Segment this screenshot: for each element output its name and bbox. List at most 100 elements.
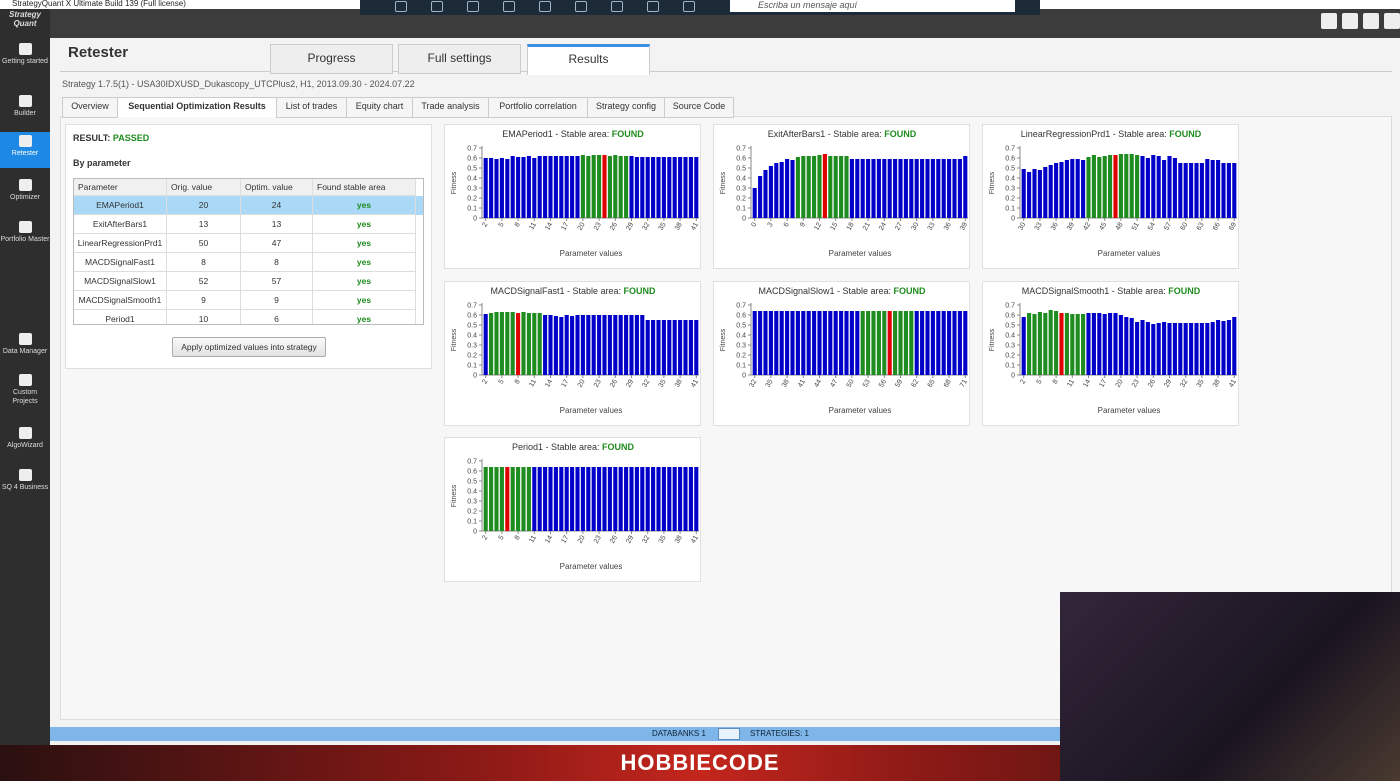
y-axis-label: Fitness bbox=[451, 328, 458, 351]
table-cell[interactable]: 9 bbox=[167, 291, 241, 310]
table-cell[interactable]: yes bbox=[313, 234, 416, 253]
x-tick-label: 38 bbox=[674, 534, 684, 544]
sidebar-label: SQ 4 Business bbox=[1, 484, 49, 491]
toolbar-icon[interactable] bbox=[503, 1, 515, 12]
toolbar-icon[interactable] bbox=[395, 1, 407, 12]
table-cell[interactable]: 6 bbox=[241, 310, 313, 324]
table-cell[interactable]: yes bbox=[313, 291, 416, 310]
table-cell[interactable]: yes bbox=[313, 310, 416, 324]
table-cell[interactable]: yes bbox=[313, 253, 416, 272]
table-cell[interactable]: 8 bbox=[167, 253, 241, 272]
bar bbox=[640, 157, 645, 218]
selected-row bbox=[74, 196, 423, 215]
x-tick-label: 32 bbox=[748, 378, 758, 388]
toolbar-icon[interactable] bbox=[431, 1, 443, 12]
bar bbox=[1129, 318, 1134, 375]
table-cell[interactable]: yes bbox=[313, 196, 416, 215]
page-title: Retester bbox=[68, 44, 129, 61]
bar bbox=[548, 467, 553, 531]
sidebar-item[interactable]: Optimizer bbox=[0, 176, 50, 210]
bar bbox=[634, 315, 639, 375]
bar bbox=[656, 467, 661, 531]
bar bbox=[1075, 314, 1080, 375]
sidebar-icon bbox=[18, 469, 32, 481]
bar bbox=[634, 157, 639, 218]
bar bbox=[957, 311, 962, 375]
sidebar-item[interactable]: Custom Projects bbox=[0, 371, 50, 405]
message-input[interactable]: Escriba un mensaje aquí bbox=[730, 0, 1015, 12]
table-cell[interactable]: 50 bbox=[167, 234, 241, 253]
subtab[interactable]: Trade analysis bbox=[412, 97, 489, 118]
bar bbox=[1037, 312, 1042, 375]
bar bbox=[586, 315, 591, 375]
bar bbox=[607, 156, 612, 218]
table-cell[interactable]: 24 bbox=[241, 196, 313, 215]
toolbar-icon[interactable] bbox=[539, 1, 551, 12]
x-tick-label: 17 bbox=[560, 534, 570, 544]
subtab[interactable]: List of trades bbox=[276, 97, 347, 118]
toolbar-icon[interactable] bbox=[647, 1, 659, 12]
bar bbox=[957, 159, 962, 218]
bar bbox=[1118, 154, 1123, 218]
sidebar-item[interactable]: Getting started bbox=[0, 40, 50, 74]
bar bbox=[920, 311, 925, 375]
bar bbox=[489, 467, 494, 531]
bar bbox=[903, 311, 908, 375]
toolbar-icon[interactable] bbox=[575, 1, 587, 12]
window-icon[interactable] bbox=[1342, 13, 1358, 29]
apply-button[interactable]: Apply optimized values into strategy bbox=[172, 337, 326, 357]
table-cell[interactable]: Period1 bbox=[74, 310, 167, 324]
table-cell[interactable]: MACDSignalFast1 bbox=[74, 253, 167, 272]
table-cell[interactable]: 47 bbox=[241, 234, 313, 253]
table-cell[interactable]: 8 bbox=[241, 253, 313, 272]
table-cell[interactable]: 9 bbox=[241, 291, 313, 310]
table-cell[interactable]: 13 bbox=[241, 215, 313, 234]
toolbar-icon[interactable] bbox=[467, 1, 479, 12]
bar bbox=[1226, 163, 1231, 218]
sidebar-item[interactable]: Portfolio Master bbox=[0, 218, 50, 252]
sidebar-item[interactable]: Builder bbox=[0, 92, 50, 126]
table-cell[interactable]: EMAPeriod1 bbox=[74, 196, 167, 215]
window-icon[interactable] bbox=[1363, 13, 1379, 29]
bar bbox=[580, 315, 585, 375]
window-icon[interactable] bbox=[1384, 13, 1400, 29]
subtab[interactable]: Strategy config bbox=[587, 97, 665, 118]
sidebar-item[interactable]: Retester bbox=[0, 132, 50, 168]
toggle[interactable] bbox=[718, 728, 740, 740]
table-cell[interactable]: 13 bbox=[167, 215, 241, 234]
bar bbox=[629, 156, 634, 218]
table-cell[interactable]: yes bbox=[313, 215, 416, 234]
subtab[interactable]: Source Code bbox=[664, 97, 734, 118]
table-cell[interactable]: ExitAfterBars1 bbox=[74, 215, 167, 234]
sidebar-item[interactable]: Data Manager bbox=[0, 330, 50, 364]
y-tick-label: 0.7 bbox=[467, 459, 477, 466]
table-cell[interactable]: MACDSignalSmooth1 bbox=[74, 291, 167, 310]
sidebar-item[interactable]: AlgoWizard bbox=[0, 424, 50, 458]
table-cell[interactable]: MACDSignalSlow1 bbox=[74, 272, 167, 291]
bar bbox=[898, 159, 903, 218]
table-cell[interactable]: 20 bbox=[167, 196, 241, 215]
chart-panel: MACDSignalSmooth1 - Stable area: FOUND 0 0… bbox=[982, 281, 1239, 426]
bar bbox=[1162, 322, 1167, 375]
table-cell[interactable]: 10 bbox=[167, 310, 241, 324]
table-cell[interactable]: 57 bbox=[241, 272, 313, 291]
bar bbox=[1081, 314, 1086, 375]
tab[interactable]: Full settings bbox=[398, 44, 521, 74]
tab[interactable]: Progress bbox=[270, 44, 393, 74]
x-tick-label: 69 bbox=[1228, 221, 1238, 231]
table-cell[interactable]: yes bbox=[313, 272, 416, 291]
x-tick-label: 8 bbox=[514, 221, 522, 228]
tab[interactable]: Results bbox=[527, 44, 650, 75]
table-cell[interactable]: 52 bbox=[167, 272, 241, 291]
subtab[interactable]: Equity chart bbox=[346, 97, 413, 118]
sidebar-item[interactable]: SQ 4 Business bbox=[0, 466, 50, 500]
toolbar-icon[interactable] bbox=[683, 1, 695, 12]
subtab[interactable]: Portfolio correlation bbox=[488, 97, 588, 118]
window-icon[interactable] bbox=[1321, 13, 1337, 29]
toolbar-icon[interactable] bbox=[611, 1, 623, 12]
subtab[interactable]: Overview bbox=[62, 97, 118, 118]
table-cell[interactable]: LinearRegressionPrd1 bbox=[74, 234, 167, 253]
bar bbox=[795, 157, 800, 218]
subtab[interactable]: Sequential Optimization Results bbox=[117, 97, 277, 117]
bar bbox=[526, 313, 531, 375]
